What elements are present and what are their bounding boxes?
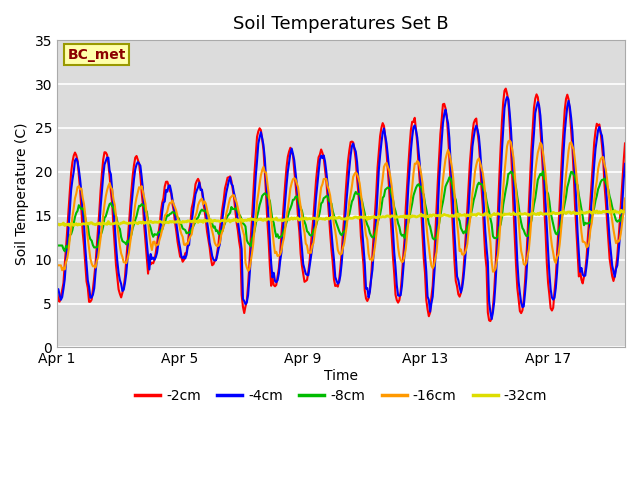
- -32cm: [618, 207, 625, 213]
- -4cm: [621, 161, 629, 167]
- -32cm: [237, 217, 244, 223]
- -16cm: [489, 269, 497, 275]
- -16cm: [236, 210, 243, 216]
- -4cm: [372, 213, 380, 218]
- -32cm: [374, 215, 381, 220]
- -16cm: [252, 215, 260, 220]
- -8cm: [244, 240, 252, 246]
- -2cm: [486, 318, 494, 324]
- -4cm: [53, 286, 61, 292]
- -4cm: [62, 259, 70, 264]
- -32cm: [253, 217, 261, 223]
- -8cm: [61, 248, 68, 254]
- -2cm: [502, 86, 509, 92]
- -32cm: [62, 221, 70, 227]
- -32cm: [53, 221, 61, 227]
- -8cm: [53, 242, 61, 248]
- -4cm: [236, 228, 243, 233]
- -32cm: [66, 223, 74, 229]
- Line: -16cm: -16cm: [57, 141, 625, 272]
- -16cm: [372, 232, 380, 238]
- Line: -32cm: -32cm: [57, 210, 625, 226]
- -16cm: [621, 196, 629, 202]
- -8cm: [237, 213, 244, 219]
- -2cm: [252, 152, 260, 157]
- -4cm: [243, 300, 251, 305]
- -8cm: [259, 193, 266, 199]
- -2cm: [243, 299, 251, 304]
- X-axis label: Time: Time: [324, 369, 358, 383]
- -4cm: [488, 316, 495, 322]
- -8cm: [621, 204, 629, 209]
- Text: BC_met: BC_met: [67, 48, 125, 61]
- Line: -4cm: -4cm: [57, 97, 625, 319]
- -2cm: [53, 288, 61, 293]
- -8cm: [253, 214, 261, 219]
- -16cm: [243, 264, 251, 270]
- -8cm: [374, 220, 381, 226]
- Line: -2cm: -2cm: [57, 89, 625, 321]
- Y-axis label: Soil Temperature (C): Soil Temperature (C): [15, 122, 29, 265]
- Title: Soil Temperatures Set B: Soil Temperatures Set B: [233, 15, 449, 33]
- -2cm: [62, 245, 70, 251]
- -16cm: [62, 259, 70, 265]
- -4cm: [503, 94, 511, 100]
- -32cm: [621, 209, 629, 215]
- -8cm: [63, 245, 71, 251]
- Line: -8cm: -8cm: [57, 171, 625, 251]
- -2cm: [257, 127, 265, 133]
- -2cm: [236, 238, 243, 244]
- Legend: -2cm, -4cm, -8cm, -16cm, -32cm: -2cm, -4cm, -8cm, -16cm, -32cm: [130, 383, 552, 408]
- -4cm: [252, 173, 260, 179]
- -2cm: [621, 141, 629, 146]
- -4cm: [257, 129, 265, 135]
- -16cm: [257, 173, 265, 179]
- -16cm: [506, 138, 513, 144]
- -8cm: [539, 168, 547, 174]
- -32cm: [259, 217, 266, 223]
- -2cm: [372, 190, 380, 195]
- -16cm: [53, 263, 61, 268]
- -32cm: [244, 216, 252, 222]
